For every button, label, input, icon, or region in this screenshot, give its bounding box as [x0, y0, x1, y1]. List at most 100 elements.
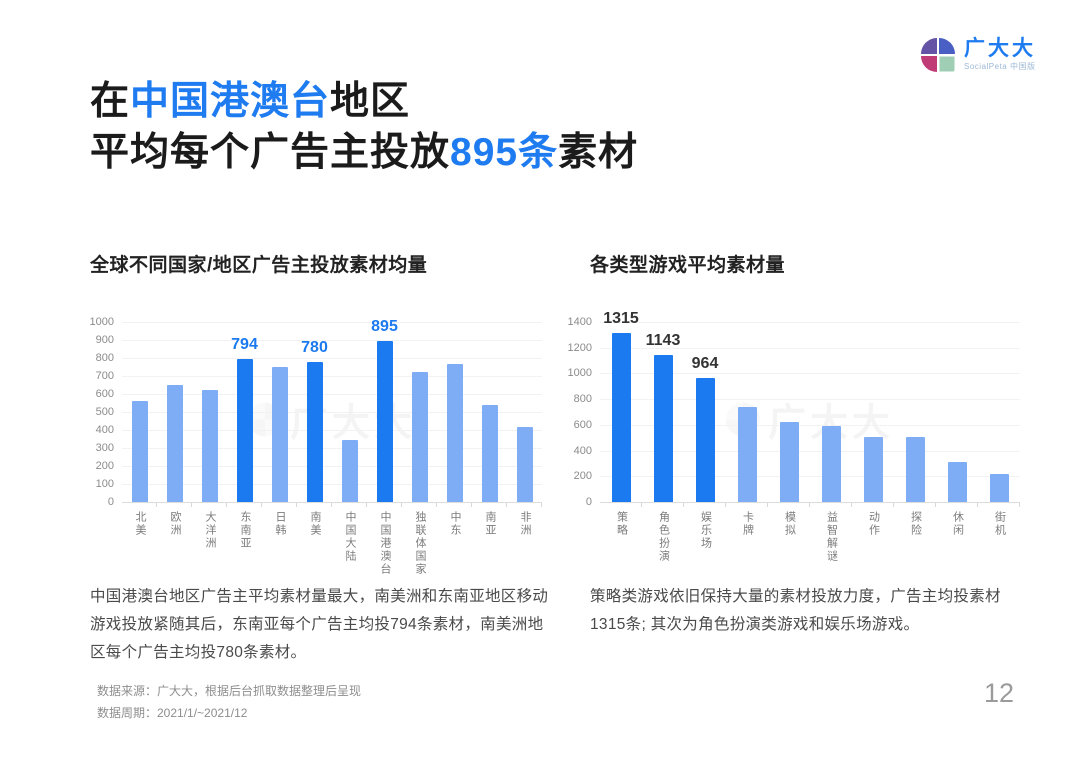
y-axis-tick-label: 1200 — [567, 341, 592, 354]
gridline — [122, 466, 542, 467]
bar-slot — [936, 322, 978, 502]
y-axis: 1400 1200 1000 800 600 400 200 0 — [564, 316, 600, 508]
x-axis-tick — [297, 503, 332, 507]
x-axis-tick — [936, 503, 978, 507]
bar-slot — [472, 322, 507, 502]
x-axis-label: 欧洲 — [169, 511, 181, 537]
bar-非洲 — [516, 427, 533, 502]
bar-chart-regions: 1000 900 800 700 600 500 400 300 200 100 0 广大大 794… — [86, 316, 542, 576]
gridline — [600, 399, 1020, 401]
bar-策略 — [611, 332, 631, 502]
data-period-note: 数据周期：2021/1/~2021/12 — [97, 706, 248, 720]
logo-quadrant — [921, 38, 937, 54]
y-axis-tick-label: 600 — [573, 418, 592, 431]
x-axis-label: 娱乐场 — [699, 511, 712, 550]
x-axis-ticks — [122, 503, 542, 507]
x-axis-label: 非洲 — [519, 511, 531, 537]
bar-slot — [157, 322, 192, 502]
logo-quadrant — [939, 38, 955, 54]
x-axis-tick — [367, 503, 402, 507]
x-axis-label: 卡牌 — [741, 511, 754, 537]
bar-角色扮演 — [653, 355, 673, 502]
x-axis-label: 街机 — [993, 511, 1006, 537]
x-axis-tick — [227, 503, 262, 507]
summary-paragraph-regions: 中国港澳台地区广告主平均素材量最大，南美洲和东南亚地区移动游戏投放紧随其后，东南… — [90, 588, 549, 661]
bar-日韩 — [271, 367, 288, 502]
x-axis-tick — [262, 503, 297, 507]
x-axis-tick — [810, 503, 852, 507]
gridline — [122, 412, 542, 413]
x-axis-tick — [157, 503, 192, 507]
footer: 数据来源：广大大，根据后台抓取数据整理后呈现 数据周期：2021/1/~2021… — [97, 680, 361, 724]
x-axis-tick — [642, 503, 684, 507]
y-axis-tick-label: 1400 — [567, 316, 592, 328]
y-axis-tick-label: 600 — [95, 388, 114, 400]
bar-slot — [894, 322, 936, 502]
bar-slot — [402, 322, 437, 502]
x-axis-tick — [768, 503, 810, 507]
y-axis-tick-label: 900 — [95, 334, 114, 346]
bar-slot — [852, 322, 894, 502]
gridline — [122, 340, 542, 341]
gridline — [122, 484, 542, 485]
logo-quadrant — [921, 56, 937, 72]
x-axis-tick — [684, 503, 726, 507]
x-axis-tick — [726, 503, 768, 507]
gridline — [600, 347, 1020, 349]
y-axis-tick-label: 1000 — [89, 316, 114, 328]
y-axis-tick-label: 800 — [573, 393, 592, 406]
gridline — [122, 448, 542, 449]
bar-value-label: 780 — [301, 338, 328, 356]
bar-slot — [192, 322, 227, 502]
bar-东南亚 — [236, 359, 253, 502]
bar-slot: 780 — [297, 322, 332, 502]
bar-中东 — [446, 364, 463, 502]
bar-北美 — [131, 401, 148, 502]
bar-卡牌 — [737, 406, 757, 502]
y-axis-tick-label: 0 — [107, 496, 114, 508]
bar-slot — [768, 322, 810, 502]
y-axis-tick-label: 700 — [95, 370, 114, 382]
bar-slot — [437, 322, 472, 502]
y-axis-tick-label: 200 — [573, 470, 592, 483]
plot-area: 广大大 794 780 895 — [122, 318, 542, 503]
gridline — [600, 424, 1020, 426]
x-axis-label: 策略 — [615, 511, 628, 537]
x-axis-ticks — [600, 503, 1020, 507]
bar-slot: 895 — [367, 318, 402, 502]
y-axis-tick-label: 100 — [95, 478, 114, 490]
bar-slot — [122, 322, 157, 502]
y-axis-tick-label: 200 — [95, 460, 114, 472]
chart-title-regions: 全球不同国家/地区广告主投放素材均量 — [90, 255, 428, 276]
title-line-2: 平均每个广告主投放895条素材 — [90, 131, 639, 174]
bar-slot — [507, 322, 542, 502]
bar-slot — [262, 322, 297, 502]
x-axis-label: 北美 — [134, 511, 146, 537]
bar-中国港澳台 — [376, 340, 393, 502]
bar-中国大陆 — [341, 439, 358, 502]
bar-slot: 1143 — [642, 322, 684, 502]
x-axis-tick — [332, 503, 367, 507]
x-axis-label: 模拟 — [783, 511, 796, 537]
y-axis-tick-label: 800 — [95, 352, 114, 364]
x-axis-tick — [852, 503, 894, 507]
data-source-note: 数据来源：广大大，根据后台抓取数据整理后呈现 — [97, 684, 362, 698]
y-axis: 1000 900 800 700 600 500 400 300 200 100 0 — [86, 316, 122, 508]
x-axis-label: 中东 — [449, 511, 461, 537]
x-axis-label: 探险 — [909, 511, 922, 537]
x-axis-tick — [402, 503, 437, 507]
bar-value-label: 964 — [691, 355, 719, 373]
x-axis-label: 南亚 — [484, 511, 496, 537]
gridline — [600, 450, 1020, 452]
bar-value-label: 895 — [371, 317, 398, 335]
x-axis-label: 南美 — [309, 511, 321, 537]
bar-休闲 — [947, 462, 967, 502]
page-number: 12 — [983, 678, 1014, 708]
page-title: 在中国港澳台地区 平均每个广告主投放895条素材 — [90, 76, 638, 178]
bar-探险 — [905, 437, 925, 502]
bar-slot: 1315 — [600, 310, 642, 502]
logo-quadrant — [939, 56, 955, 72]
bar-value-label: 1143 — [645, 332, 681, 350]
bar-slot: 964 — [684, 322, 726, 502]
